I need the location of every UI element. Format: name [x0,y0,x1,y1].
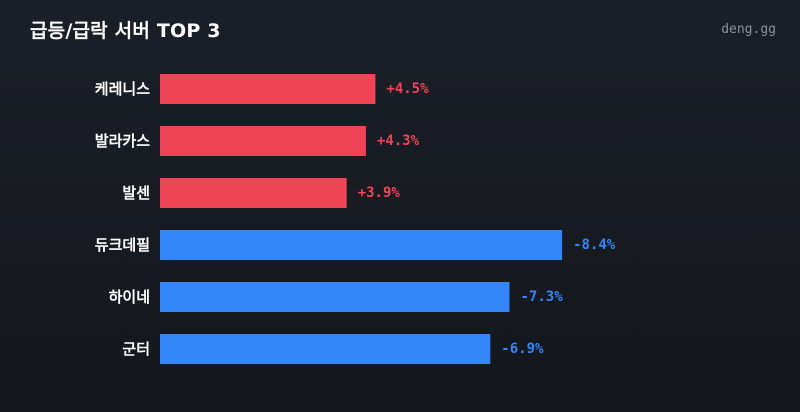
bar-3 [160,178,347,208]
watermark: deng.gg [721,22,776,37]
value-label: +3.9% [358,185,401,201]
category-label: 하이네 [109,288,150,306]
category-label: 발라카스 [95,132,150,150]
category-label: 군터 [122,340,150,358]
value-label: -7.3% [521,289,564,305]
value-label: -6.9% [501,341,544,357]
bar-2 [160,126,366,156]
value-label: -8.4% [573,237,616,253]
chart-title: 급등/급락 서버 TOP 3 [30,20,221,42]
bar-5 [160,282,510,312]
category-label: 케레니스 [95,80,150,98]
value-label: +4.5% [386,81,429,97]
bar-6 [160,334,491,364]
bar-4 [160,230,563,260]
bar-1 [160,74,376,104]
category-label: 발센 [122,184,150,202]
value-label: +4.3% [377,133,420,149]
category-label: 듀크데필 [95,236,150,254]
